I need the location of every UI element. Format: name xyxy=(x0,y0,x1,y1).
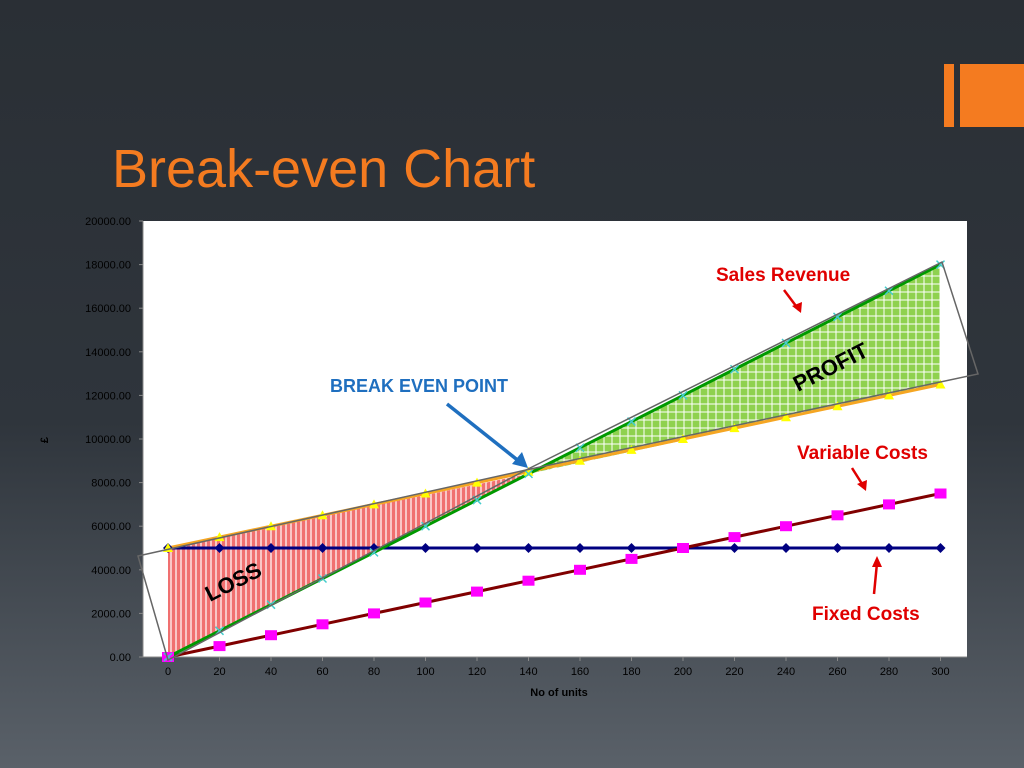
sales-revenue-point xyxy=(163,652,173,662)
x-axis-title: No of units xyxy=(530,687,587,699)
fixed-costs-point xyxy=(317,543,328,553)
x-tick-label: 240 xyxy=(777,666,795,678)
x-tick-label: 120 xyxy=(468,666,486,678)
break-even-arrow xyxy=(445,402,522,464)
x-tick-label: 60 xyxy=(316,666,328,678)
accent-bar-thick xyxy=(944,64,954,127)
fixed-costs-point xyxy=(214,543,225,553)
total-costs-point xyxy=(626,444,637,454)
variable-costs-point xyxy=(574,564,586,575)
variable-costs-point xyxy=(368,608,380,619)
slide-title: Break-even Chart xyxy=(112,139,536,199)
variable-costs-point xyxy=(419,597,432,608)
variable-costs-label: Variable Costs xyxy=(797,443,928,464)
fixed-costs-point xyxy=(472,543,482,553)
y-tick-label: 10000.00 xyxy=(85,434,131,446)
break-even-arrowhead xyxy=(512,452,528,468)
x-tick-label: 180 xyxy=(622,666,640,678)
loss-triangle-outline xyxy=(137,469,527,662)
x-tick-label: 100 xyxy=(416,666,434,678)
variable-costs-point xyxy=(934,488,947,499)
y-tick-label: 12000.00 xyxy=(85,390,131,402)
fixed-costs-label: Fixed Costs xyxy=(812,604,920,625)
y-tick-label: 8000.00 xyxy=(91,478,131,490)
variable-costs-point xyxy=(883,499,895,510)
fixed-costs-point xyxy=(266,543,276,553)
sales-revenue-point xyxy=(832,312,843,322)
variable-costs-point xyxy=(316,619,329,630)
profit-triangle-outline xyxy=(525,260,979,471)
y-tick-label: 20000.00 xyxy=(85,216,131,228)
break-even-label: BREAK EVEN POINT xyxy=(330,376,508,396)
variable-costs-point xyxy=(625,553,638,564)
x-tick-label: 220 xyxy=(725,666,743,678)
variable-costs-point xyxy=(213,641,226,652)
fixed-costs-point xyxy=(420,543,431,553)
total-costs-point xyxy=(678,434,688,443)
x-tick-label: 200 xyxy=(674,666,692,678)
fixed-costs-point xyxy=(935,543,946,553)
sales-revenue-point xyxy=(523,469,534,479)
fixed-costs-point xyxy=(575,543,585,553)
y-axis-title: £ xyxy=(39,437,51,443)
total-costs-point xyxy=(729,423,740,433)
x-tick-label: 80 xyxy=(368,666,380,678)
fixed-costs-arrow xyxy=(872,562,879,595)
total-costs-point xyxy=(832,401,843,411)
y-tick-label: 16000.00 xyxy=(85,303,131,315)
fixed-costs-point xyxy=(729,543,740,553)
y-tick-label: 14000.00 xyxy=(85,347,131,359)
fixed-costs-point xyxy=(832,543,843,553)
variable-costs-arrowhead xyxy=(857,480,867,491)
fixed-costs-point xyxy=(626,543,637,553)
variable-costs-point xyxy=(522,575,535,586)
total-costs-point xyxy=(472,477,482,487)
fixed-costs-arrowhead xyxy=(872,556,882,567)
sales-revenue-label: Sales Revenue xyxy=(716,265,850,286)
x-tick-label: 40 xyxy=(265,666,277,678)
fixed-costs-point xyxy=(781,543,791,553)
variable-costs-point xyxy=(728,532,741,543)
x-tick-label: 300 xyxy=(931,666,949,678)
total-costs-point xyxy=(935,379,946,389)
variable-costs-point xyxy=(780,521,792,532)
total-costs-point xyxy=(575,455,585,465)
y-tick-label: 0.00 xyxy=(110,652,131,664)
fixed-costs-point xyxy=(884,543,894,553)
total-costs-point xyxy=(266,521,276,531)
variable-costs-point xyxy=(677,543,689,553)
variable-costs-point xyxy=(471,586,483,597)
x-tick-label: 280 xyxy=(880,666,898,678)
y-tick-label: 2000.00 xyxy=(91,608,131,620)
sales-revenue-point xyxy=(781,338,791,348)
fixed-costs-point xyxy=(523,543,534,553)
total-costs-point xyxy=(523,466,534,476)
x-tick-label: 140 xyxy=(519,666,537,678)
variable-costs-point xyxy=(265,630,277,641)
y-tick-label: 18000.00 xyxy=(85,260,131,272)
sales-revenue-point xyxy=(420,521,431,531)
sales-revenue-point xyxy=(884,286,894,296)
sales-revenue-arrowhead xyxy=(792,302,802,313)
total-costs-point xyxy=(781,412,791,422)
x-tick-label: 160 xyxy=(571,666,589,678)
accent-bar-block xyxy=(960,64,1024,127)
y-tick-label: 6000.00 xyxy=(91,521,131,533)
total-costs-point xyxy=(884,390,894,400)
x-tick-label: 260 xyxy=(828,666,846,678)
variable-costs-line xyxy=(167,492,941,659)
variable-costs-point xyxy=(831,510,844,521)
y-tick-label: 4000.00 xyxy=(91,565,131,577)
x-tick-label: 0 xyxy=(165,666,171,678)
x-tick-label: 20 xyxy=(213,666,225,678)
